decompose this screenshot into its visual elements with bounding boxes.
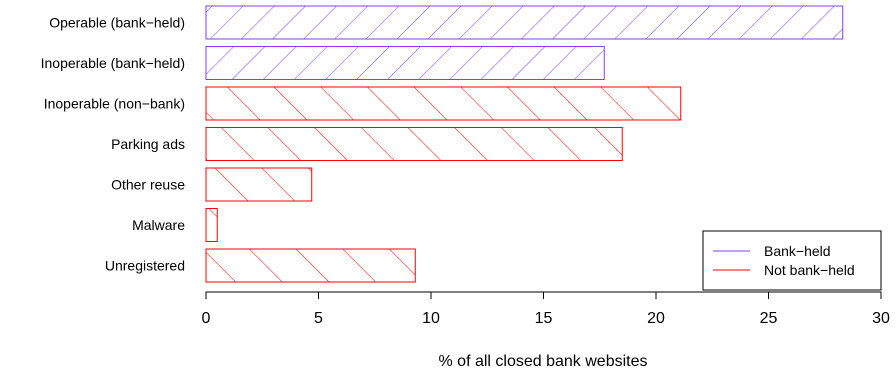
x-tick-label-6: 30 <box>872 310 890 327</box>
bar-1 <box>205 46 605 80</box>
bar-4 <box>205 167 313 202</box>
bar-5 <box>205 208 218 242</box>
category-label-1: Inoperable (bank−held) <box>41 55 185 71</box>
bar-6 <box>205 248 416 283</box>
x-axis-label: % of all closed bank websites <box>439 353 648 370</box>
x-tick-label-1: 5 <box>314 310 323 327</box>
x-tick-label-0: 0 <box>202 310 211 327</box>
x-tick-label-4: 20 <box>647 310 665 327</box>
category-label-5: Malware <box>132 217 185 233</box>
legend: Bank−held Not bank−held <box>702 230 882 291</box>
category-labels: Operable (bank−held) Inoperable (bank−hel… <box>41 15 186 274</box>
legend-box <box>702 230 882 291</box>
category-label-2: Inoperable (non−bank) <box>44 96 185 112</box>
legend-label-1: Not bank−held <box>764 262 855 278</box>
bar-0 <box>205 5 844 40</box>
bar-3 <box>205 127 623 161</box>
category-label-3: Parking ads <box>111 136 185 152</box>
legend-label-0: Bank−held <box>764 243 831 259</box>
category-label-0: Operable (bank−held) <box>49 15 185 31</box>
bars-group <box>205 5 844 283</box>
x-axis: 0 5 10 15 20 25 30 <box>202 291 890 327</box>
x-tick-label-5: 25 <box>760 310 778 327</box>
bar-2 <box>205 86 682 121</box>
category-label-4: Other reuse <box>111 177 185 193</box>
category-label-6: Unregistered <box>105 258 185 274</box>
x-tick-label-3: 15 <box>535 310 553 327</box>
x-tick-label-2: 10 <box>422 310 440 327</box>
